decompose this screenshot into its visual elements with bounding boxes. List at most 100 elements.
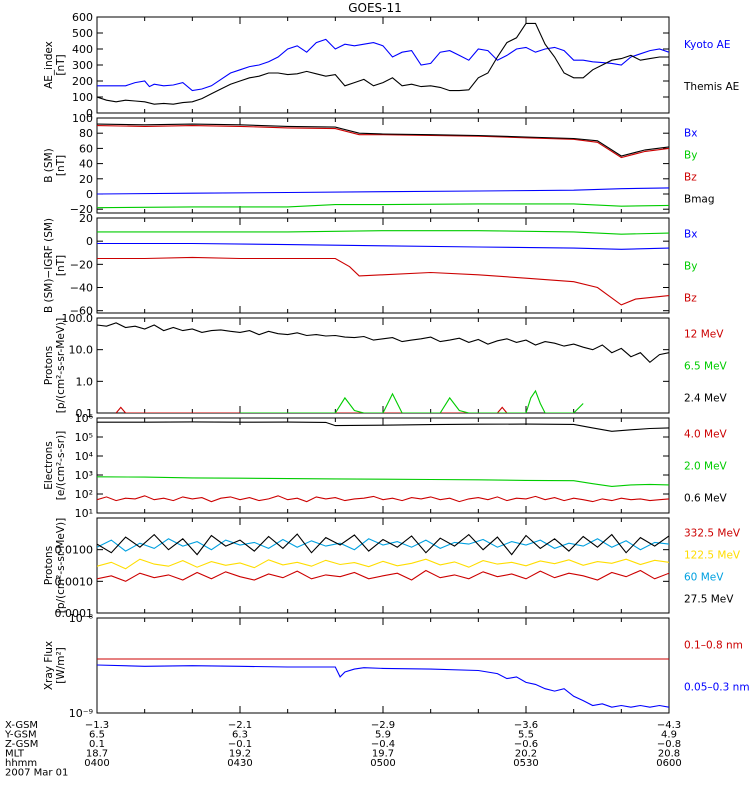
legend-entry: Bx: [684, 229, 697, 241]
ephemeris-value: −3.6: [514, 720, 538, 731]
y-tick-label: −20: [70, 203, 93, 216]
y-tick-label: 300: [72, 59, 93, 72]
y-tick-label: 10¹: [75, 507, 93, 520]
y-axis-label: Protons: [43, 346, 55, 385]
legend-entry: 6.5 MeV: [684, 361, 728, 373]
y-tick-label: 10⁴: [75, 450, 94, 463]
ephemeris-value: 0.1: [89, 739, 105, 750]
legend-entry: 12 MeV: [684, 329, 724, 341]
y-tick-label: 1.0: [76, 375, 94, 388]
ephemeris-value: 19.7: [372, 749, 394, 760]
y-tick-label: 10⁵: [75, 431, 93, 444]
series-line-27-5-mev: [97, 533, 669, 556]
series-line-by: [97, 230, 669, 235]
y-axis-label: [nT]: [55, 155, 67, 176]
legend-entry: Bmag: [684, 194, 715, 206]
y-tick-label: 10²: [75, 488, 93, 501]
y-axis-label: AE_index: [43, 41, 55, 89]
ephemeris-value: 0600: [656, 758, 681, 769]
panel-frame: [96, 16, 670, 114]
series-line-0-6-mev: [97, 421, 669, 432]
ephemeris-row-label: Z-GSM: [5, 739, 38, 750]
panel-bsm: −20 0 20 40 60 80 100 B (SM) [nT] Bx By Bz Bmag: [43, 112, 715, 216]
ephemeris-value: −1.3: [85, 720, 109, 731]
legend-entry: By: [684, 150, 697, 162]
y-tick-label: 0.0010: [55, 575, 94, 588]
series-line-by: [97, 203, 669, 209]
legend-entry: 27.5 MeV: [684, 594, 734, 606]
y-tick-label: 10⁻⁸: [69, 612, 94, 625]
y-axis-label: [nT]: [55, 255, 67, 276]
legend-entry: By: [684, 261, 697, 273]
y-axis-label: [W/m²]: [55, 647, 67, 684]
panel-bigrf: −60 −40 −20 0 20 B (SM)−IGRF (SM) [nT] Bx By Bz: [43, 212, 697, 318]
series-line-bx: [97, 187, 669, 195]
y-tick-label: 0.1: [76, 407, 94, 420]
series-line-12-mev: [115, 406, 508, 413]
y-tick-label: 10⁻⁹: [69, 707, 93, 720]
ephemeris-value: 20.8: [658, 749, 680, 760]
legend-entry: Bz: [684, 293, 697, 305]
ephemeris-value: 19.2: [229, 749, 251, 760]
panel-frame: [96, 117, 670, 214]
ephemeris-value: −0.1: [228, 739, 252, 750]
y-tick-label: 20: [79, 173, 93, 186]
panel-xray: 10⁻⁹ 10⁻⁸ Xray Flux [W/m²] 0.1–0.8 nm 0.05–0.…: [43, 612, 750, 720]
ephemeris-value: −0.4: [371, 739, 395, 750]
panel-frame: [96, 417, 670, 514]
y-axis-label: Protons: [43, 546, 55, 585]
ephemeris-value: 6.5: [89, 730, 105, 741]
y-axis-label: B (SM)−IGRF (SM): [43, 218, 55, 313]
ephemeris-value: −0.8: [657, 739, 681, 750]
legend-entry: 0.1–0.8 nm: [684, 640, 743, 652]
y-tick-label: −60: [70, 305, 93, 318]
y-tick-label: 0.0001: [55, 607, 94, 620]
y-tick-label: 0.0100: [55, 544, 94, 557]
series-line-bmag: [97, 123, 669, 157]
ephemeris-row-label: MLT: [5, 749, 25, 760]
series-line-0-05-0-3-nm: [97, 664, 669, 708]
y-tick-label: 60: [79, 142, 93, 155]
plot-date: 2007 Mar 01: [5, 768, 68, 779]
ephemeris-value: 0530: [513, 758, 538, 769]
legend-entry: 122.5 MeV: [684, 550, 741, 562]
series-line-4-0-mev: [97, 495, 669, 503]
legend-entry: 0.05–0.3 nm: [684, 682, 750, 694]
y-tick-label: −20: [70, 258, 93, 271]
y-axis-label: B (SM): [43, 148, 55, 182]
series-line-2-4-mev: [97, 322, 669, 364]
panel-ae: 0 100 200 300 400 500 600 AE_index [nT] Kyoto AE T…: [43, 11, 739, 120]
panel-frame: [96, 317, 670, 414]
ephemeris-value: −2.9: [371, 720, 395, 731]
panel-electrons: 10¹ 10² 10³ 10⁴ 10⁵ 10⁶ Electrons [e/(cm²-s-sr)…: [43, 412, 728, 520]
y-tick-label: 100: [72, 112, 93, 125]
ephemeris-row-label: Y-GSM: [4, 730, 37, 741]
y-tick-label: 40: [79, 158, 93, 171]
y-tick-label: 0: [86, 107, 93, 120]
y-tick-label: 10³: [75, 469, 93, 482]
legend-entry: 2.4 MeV: [684, 393, 728, 405]
legend-entry: Bz: [684, 172, 697, 184]
y-axis-label: [e/(cm²-s-sr)]: [55, 431, 67, 500]
series-line-6-5-mev: [240, 389, 584, 413]
y-tick-label: 100.0: [62, 312, 94, 325]
ephemeris-value: 18.7: [86, 749, 108, 760]
y-tick-label: 100: [72, 91, 93, 104]
ephemeris-value: −2.1: [228, 720, 252, 731]
ephemeris-value: 5.9: [375, 730, 391, 741]
ephemeris-value: 0400: [84, 758, 109, 769]
y-tick-label: 500: [72, 27, 93, 40]
ephemeris-value: 5.5: [518, 730, 534, 741]
series-line-themis-ae: [97, 22, 669, 105]
legend-entry: Bx: [684, 128, 697, 140]
ephemeris-value: −0.6: [514, 739, 538, 750]
ephemeris-value: 0500: [370, 758, 395, 769]
series-line-2-0-mev: [97, 476, 669, 487]
legend-entry: Themis AE: [683, 81, 739, 93]
y-axis-label: Electrons: [43, 441, 55, 490]
y-axis-label: [p/(cm²-s-sr-MeV)]: [55, 318, 67, 413]
y-tick-label: 10.0: [69, 344, 94, 357]
series-line-60-mev: [97, 538, 669, 552]
y-tick-label: 20: [79, 212, 93, 225]
